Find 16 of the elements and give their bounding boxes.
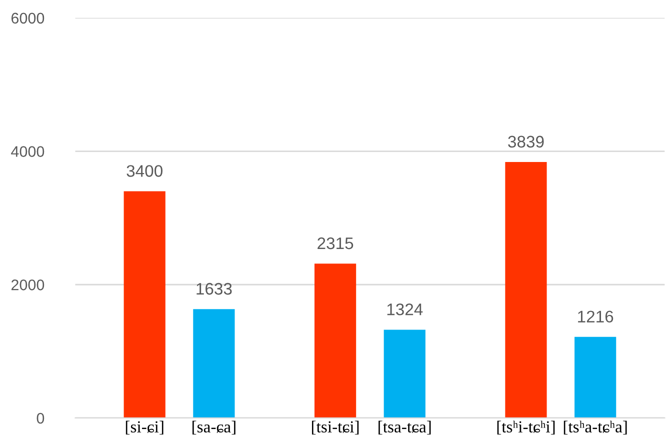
- y-tick-label: 0: [36, 412, 44, 424]
- y-tick-label: 4000: [11, 146, 44, 157]
- data-label: 1633: [196, 282, 232, 295]
- x-tick-label: [tsʰi-tɕʰi]: [497, 420, 555, 435]
- y-tick-label: 6000: [11, 12, 44, 24]
- data-label: 3400: [126, 165, 162, 177]
- data-label: 1324: [387, 303, 423, 316]
- x-tick-label: [tsʰa-tɕʰa]: [564, 420, 627, 435]
- x-tick-label: [tsa-tɕa]: [378, 420, 431, 435]
- x-tick-label: [tsi-tɕi]: [312, 420, 359, 435]
- x-tick-label: [si-ɕi]: [126, 420, 164, 435]
- data-label: 1216: [578, 310, 614, 322]
- data-label: 3839: [508, 136, 544, 148]
- x-tick-label: [sa-ɕa]: [192, 420, 236, 435]
- y-tick-label: 2000: [11, 279, 44, 290]
- data-label: 2315: [318, 237, 354, 250]
